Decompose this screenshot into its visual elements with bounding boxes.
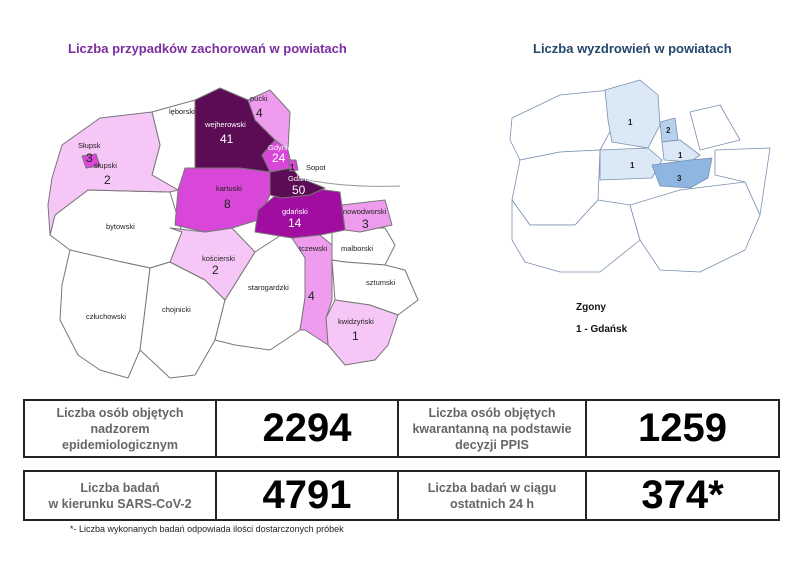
- recoveries-map-title: Liczba wyzdrowień w powiatach: [533, 41, 732, 56]
- region-outline-northeast[interactable]: [689, 104, 741, 151]
- label-kartuski: kartuski: [216, 184, 242, 193]
- label-wejherowski: wejherowski: [204, 120, 246, 129]
- label-chojnicki: chojnicki: [162, 305, 191, 314]
- value-kartuski: 8: [224, 197, 231, 211]
- value-tczewski: 4: [308, 289, 315, 303]
- label-sztumski: sztumski: [366, 278, 396, 287]
- label-tczewski: tczewski: [299, 244, 328, 253]
- recoveries-map: [509, 79, 771, 273]
- recovery-value-1: 1: [628, 118, 633, 127]
- supervision-value: 2294: [215, 399, 399, 458]
- label-słupski: słupski: [94, 161, 117, 170]
- tests-value: 4791: [215, 470, 399, 521]
- label-gdańsk: Gdańsk: [288, 174, 314, 183]
- stats-row-1: Liczba osób objętych nadzorem epidemiolo…: [23, 399, 780, 458]
- label-człuchowski: człuchowski: [86, 312, 126, 321]
- value-pucki: 4: [256, 106, 263, 120]
- footnote: *- Liczba wykonanych badań odpowiada ilo…: [70, 524, 344, 534]
- label-lęborski: lęborski: [169, 107, 195, 116]
- label-sopot: Sopot: [306, 163, 327, 172]
- label-kościerski: kościerski: [202, 254, 235, 263]
- value-wejherowski: 41: [220, 132, 234, 146]
- district-wejherowski[interactable]: [194, 87, 276, 173]
- tests24-value: 374*: [585, 470, 780, 521]
- quarantine-value: 1259: [585, 399, 780, 458]
- value-gdański: 14: [288, 216, 302, 230]
- quarantine-label: Liczba osób objętych kwarantanną na pods…: [397, 399, 587, 458]
- supervision-label: Liczba osób objętych nadzorem epidemiolo…: [23, 399, 217, 458]
- label-malborski: malborski: [341, 244, 373, 253]
- value-słupsk: 3: [86, 151, 93, 165]
- region-outline-west[interactable]: [509, 89, 613, 161]
- cases-map-title: Liczba przypadków zachorowań w powiatach: [68, 41, 347, 56]
- district-słupski[interactable]: [47, 111, 179, 236]
- deaths-entry: 1 - Gdańsk: [576, 324, 628, 335]
- deaths-title: Zgony: [576, 302, 606, 313]
- value-kwidzyński: 1: [352, 329, 359, 343]
- label-gdynia: Gdynia: [268, 143, 293, 152]
- recovery-value-4: 1: [678, 151, 683, 160]
- label-pucki: pucki: [250, 94, 268, 103]
- label-nowodworski: nowodworski: [343, 207, 387, 216]
- recovery-value-3: 1: [630, 161, 635, 170]
- label-słupsk: Słupsk: [78, 141, 101, 150]
- district-tczewski[interactable]: [291, 234, 333, 346]
- label-starogardzki: starogardzki: [248, 283, 289, 292]
- value-słupski: 2: [104, 173, 111, 187]
- label-bytowski: bytowski: [106, 222, 135, 231]
- value-gdynia: 24: [272, 151, 286, 165]
- tests24-label: Liczba badań w ciągu ostatnich 24 h: [397, 470, 587, 521]
- region-outline-east[interactable]: [714, 147, 771, 216]
- region-outline-southeast[interactable]: [629, 181, 761, 273]
- district-sopot[interactable]: [287, 159, 299, 172]
- value-gdańsk: 50: [292, 183, 306, 197]
- label-kwidzyński: kwidzyński: [338, 317, 374, 326]
- district-kartuski[interactable]: [174, 167, 271, 233]
- recovery-value-2: 2: [666, 126, 671, 135]
- recovery-region-gdańsk[interactable]: [661, 139, 701, 163]
- value-sopot: 1: [290, 163, 295, 172]
- tests-label: Liczba badań w kierunku SARS-CoV-2: [23, 470, 217, 521]
- label-gdański: gdański: [282, 207, 308, 216]
- value-nowodworski: 3: [362, 217, 369, 231]
- cases-map: lęborski wejherowski 41 pucki 4 Gdynia 2…: [47, 79, 771, 379]
- district-człuchowski[interactable]: [59, 249, 151, 379]
- coastline: [299, 177, 401, 187]
- recovery-value-5: 3: [677, 174, 682, 183]
- district-słupsk[interactable]: [81, 153, 101, 169]
- recovery-region-wejherowski[interactable]: [604, 79, 661, 149]
- recovery-region-gdański[interactable]: [651, 157, 713, 189]
- stats-row-2: Liczba badań w kierunku SARS-CoV-2 4791 …: [23, 470, 780, 521]
- value-kościerski: 2: [212, 263, 219, 277]
